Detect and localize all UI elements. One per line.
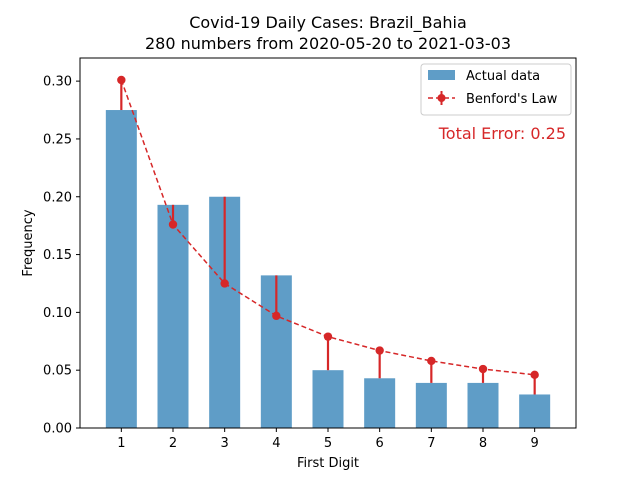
bar-digit-6 [364, 378, 396, 428]
benford-point-digit-5 [323, 332, 333, 341]
benford-point-digit-6 [375, 346, 384, 355]
bar-digit-9 [519, 394, 551, 428]
legend: Actual data Benford's Law [420, 63, 572, 116]
benford-point-digit-7 [427, 356, 436, 366]
bar-digit-5 [312, 370, 344, 428]
benford-line-layer [117, 75, 539, 380]
y-tick-label-4: 0.20 [43, 190, 72, 205]
x-tick-label-8: 8 [479, 436, 487, 451]
bar-digit-1 [105, 110, 137, 428]
bar-digit-8 [467, 382, 499, 428]
chart-title-line1: Covid-19 Daily Cases: Brazil_Bahia [189, 13, 467, 33]
benford-point-digit-4 [272, 311, 281, 321]
x-tick-label-3: 3 [221, 436, 229, 451]
benford-point-digit-2 [168, 220, 178, 229]
legend-actual-label: Actual data [466, 69, 540, 84]
y-tick-label-0: 0.00 [43, 422, 72, 437]
x-tick-label-5: 5 [324, 436, 332, 451]
legend-actual-swatch [428, 70, 455, 80]
y-tick-label-2: 0.10 [43, 306, 72, 321]
y-tick-label-6: 0.30 [43, 75, 72, 90]
y-tick-label-5: 0.25 [43, 132, 72, 147]
x-tick-label-1: 1 [117, 436, 125, 451]
benford-point-digit-1 [117, 75, 126, 85]
x-tick-label-9: 9 [531, 436, 539, 451]
x-tick-label-4: 4 [272, 436, 280, 451]
y-ticks-layer: 0.00 0.05 0.10 0.15 0.20 0.25 0.30 [43, 75, 80, 437]
bar-digit-7 [415, 382, 447, 428]
benford-point-digit-3 [220, 279, 229, 288]
y-tick-label-1: 0.05 [43, 364, 72, 379]
x-ticks-layer: 1 2 3 4 5 6 7 8 9 [117, 428, 539, 451]
chart-title-line2: 280 numbers from 2020-05-20 to 2021-03-0… [145, 34, 511, 53]
benford-point-digit-9 [530, 370, 539, 380]
total-error-annotation: Total Error: 0.25 [438, 124, 566, 143]
x-tick-label-7: 7 [427, 436, 435, 451]
bar-digit-2 [157, 204, 189, 428]
x-tick-label-6: 6 [376, 436, 384, 451]
legend-benford-label: Benford's Law [466, 92, 558, 107]
legend-benford-marker [437, 94, 446, 102]
x-axis-label: First Digit [297, 456, 359, 471]
y-axis-label: Frequency [21, 209, 36, 276]
y-tick-label-3: 0.15 [43, 248, 72, 263]
x-tick-label-2: 2 [169, 436, 177, 451]
benford-point-digit-8 [478, 364, 488, 374]
legend-box [420, 63, 572, 116]
